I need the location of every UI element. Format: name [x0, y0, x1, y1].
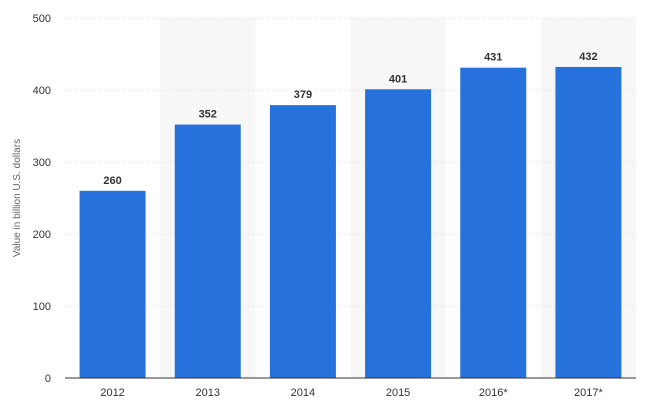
- y-tick-label: 500: [33, 13, 51, 25]
- x-tick-label: 2012: [100, 387, 124, 399]
- x-tick-label: 2013: [196, 387, 220, 399]
- gridlines: [65, 17, 636, 307]
- bar: [269, 105, 336, 379]
- x-tick-label: 2014: [291, 387, 315, 399]
- x-tick-label: 2015: [386, 387, 410, 399]
- y-tick-label: 200: [33, 229, 51, 241]
- y-tick-label: 300: [33, 157, 51, 169]
- bars-group: [79, 66, 622, 379]
- y-axis-title: Value in billion U.S. dollars: [12, 139, 23, 257]
- bar-value-label: 401: [389, 73, 407, 85]
- bar-value-label: 379: [294, 89, 312, 101]
- y-tick-label: 0: [45, 373, 51, 385]
- bar-value-label: 352: [199, 109, 217, 121]
- x-axis-ticks: 2012 2013 2014 2015 2016* 2017*: [100, 387, 603, 399]
- bar-value-label: 432: [579, 51, 597, 63]
- y-axis-ticks: 0 100 200 300 400 500: [33, 13, 51, 385]
- bar: [460, 67, 527, 379]
- bar: [365, 89, 432, 378]
- bar: [174, 124, 241, 378]
- y-tick-label: 100: [33, 301, 51, 313]
- y-tick-label: 400: [33, 85, 51, 97]
- bar: [79, 190, 146, 378]
- bar: [555, 66, 622, 379]
- x-tick-label: 2017*: [574, 387, 603, 399]
- bar-value-label: 260: [103, 175, 121, 187]
- bar-labels-group: 260 352 379 401 431 432: [103, 51, 597, 187]
- bar-value-label: 431: [484, 52, 502, 64]
- x-tick-label: 2016*: [479, 387, 508, 399]
